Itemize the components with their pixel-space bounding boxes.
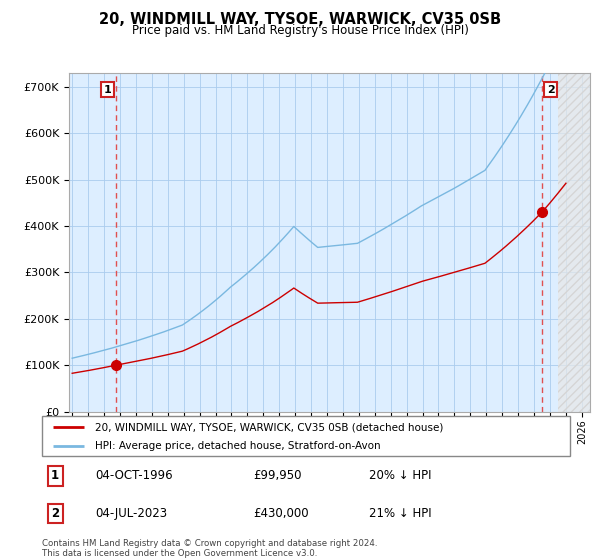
Text: 2: 2 bbox=[547, 85, 554, 95]
Text: 21% ↓ HPI: 21% ↓ HPI bbox=[370, 507, 432, 520]
Text: HPI: Average price, detached house, Stratford-on-Avon: HPI: Average price, detached house, Stra… bbox=[95, 441, 380, 451]
Text: 20% ↓ HPI: 20% ↓ HPI bbox=[370, 469, 432, 482]
Text: 1: 1 bbox=[103, 85, 111, 95]
Text: 20, WINDMILL WAY, TYSOE, WARWICK, CV35 0SB (detached house): 20, WINDMILL WAY, TYSOE, WARWICK, CV35 0… bbox=[95, 422, 443, 432]
Text: 2: 2 bbox=[51, 507, 59, 520]
Text: 04-JUL-2023: 04-JUL-2023 bbox=[95, 507, 167, 520]
Bar bbox=[558, 73, 590, 412]
Text: £430,000: £430,000 bbox=[253, 507, 309, 520]
Text: Price paid vs. HM Land Registry's House Price Index (HPI): Price paid vs. HM Land Registry's House … bbox=[131, 24, 469, 36]
Text: 04-OCT-1996: 04-OCT-1996 bbox=[95, 469, 172, 482]
FancyBboxPatch shape bbox=[42, 416, 570, 456]
Text: 1: 1 bbox=[51, 469, 59, 482]
Text: 20, WINDMILL WAY, TYSOE, WARWICK, CV35 0SB: 20, WINDMILL WAY, TYSOE, WARWICK, CV35 0… bbox=[99, 12, 501, 27]
Text: £99,950: £99,950 bbox=[253, 469, 302, 482]
Text: Contains HM Land Registry data © Crown copyright and database right 2024.
This d: Contains HM Land Registry data © Crown c… bbox=[42, 539, 377, 558]
